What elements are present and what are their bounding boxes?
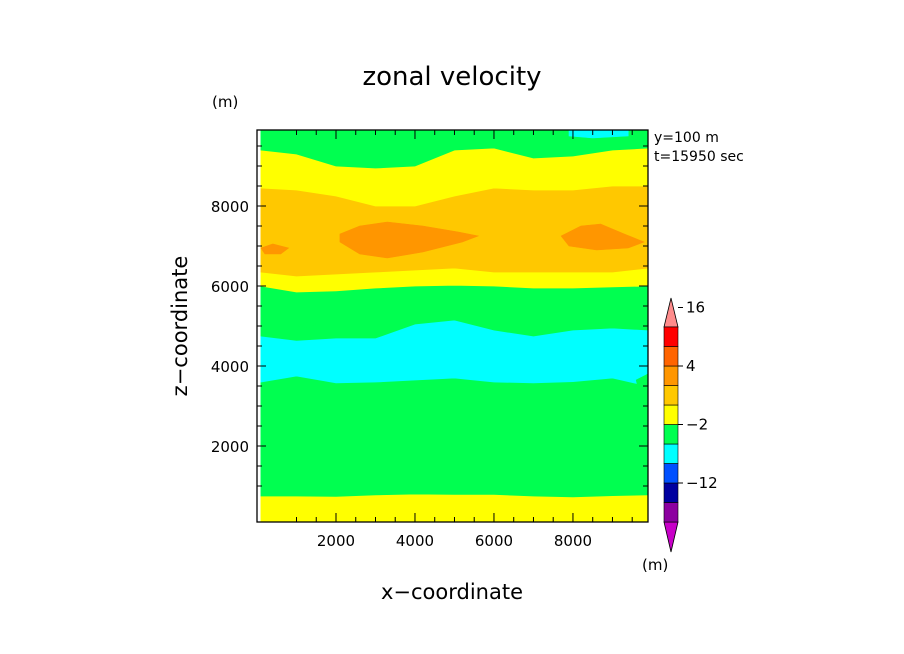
colorbar-swatch [663, 326, 679, 347]
colorbar-swatch [663, 385, 679, 406]
colorbar-swatch [663, 346, 679, 367]
annotation-time: t=15950 sec [654, 149, 744, 165]
contour-patch-3 [568, 130, 629, 139]
x-tick-label: 2000 [317, 532, 355, 550]
colorbar-swatch [663, 502, 679, 523]
x-tick-label: 8000 [554, 532, 592, 550]
colorbar-swatch [663, 365, 679, 386]
y-tick-label: 6000 [211, 278, 249, 296]
axis-ticks [257, 130, 648, 522]
colorbar-underflow [663, 521, 679, 553]
colorbar-tick-label: −2 [686, 416, 708, 434]
x-axis-label: x−coordinate [381, 580, 523, 604]
contour-band-1 [260, 375, 648, 498]
contour-patch-4 [296, 321, 318, 329]
y-axis-unit: (m) [212, 93, 238, 111]
colorbar-overflow [663, 297, 679, 328]
x-tick-label: 4000 [396, 532, 434, 550]
colorbar-tick-label: −12 [686, 474, 718, 492]
colorbar-swatch [663, 404, 679, 425]
contour-patch-1 [560, 223, 645, 251]
y-tick-label: 8000 [211, 198, 249, 216]
colorbar-unit: (m) [642, 556, 668, 574]
tick-labels: 2000 4000 6000 8000 2000 4000 6000 8000 [211, 198, 592, 550]
x-tick-label: 6000 [475, 532, 513, 550]
contour-plot [260, 130, 648, 522]
contour-band-7 [260, 130, 648, 169]
contour-patch-0 [339, 221, 480, 259]
annotation-y-slice: y=100 m [654, 130, 719, 146]
chart-title: zonal velocity [362, 62, 541, 92]
colorbar-swatch [663, 463, 679, 484]
colorbar-tick-label: 4 [686, 357, 696, 375]
contour-patch-2 [260, 243, 290, 255]
y-tick-label: 4000 [211, 358, 249, 376]
colorbar-swatch [663, 443, 679, 464]
colorbar-swatch [663, 424, 679, 445]
colorbar: 16 4 −2 −12 [663, 297, 718, 553]
y-axis-label: z−coordinate [168, 256, 192, 397]
colorbar-tick-label: 16 [686, 299, 705, 317]
y-tick-label: 2000 [211, 438, 249, 456]
colorbar-swatch [663, 482, 679, 503]
